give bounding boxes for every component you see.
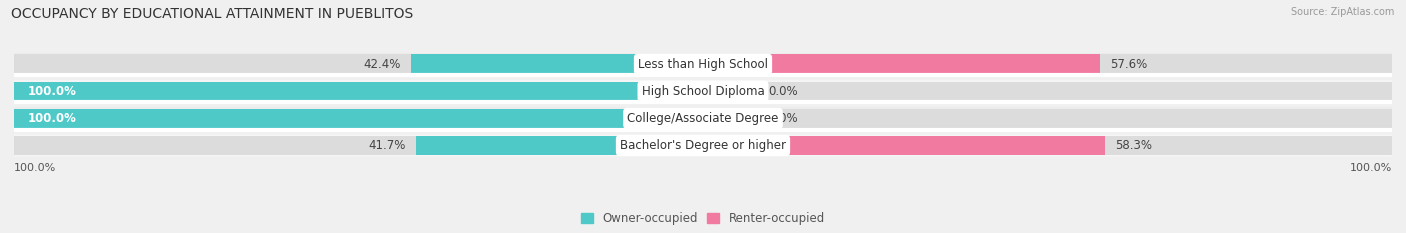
Text: OCCUPANCY BY EDUCATIONAL ATTAINMENT IN PUEBLITOS: OCCUPANCY BY EDUCATIONAL ATTAINMENT IN P… <box>11 7 413 21</box>
Text: Less than High School: Less than High School <box>638 58 768 71</box>
Bar <box>703 82 758 101</box>
Text: Bachelor's Degree or higher: Bachelor's Degree or higher <box>620 139 786 152</box>
Text: College/Associate Degree: College/Associate Degree <box>627 112 779 125</box>
Legend: Owner-occupied, Renter-occupied: Owner-occupied, Renter-occupied <box>576 207 830 230</box>
Bar <box>703 109 1392 128</box>
Bar <box>14 136 703 155</box>
Bar <box>703 55 1099 74</box>
Bar <box>703 109 758 128</box>
Text: 100.0%: 100.0% <box>28 112 77 125</box>
Bar <box>411 55 703 74</box>
Bar <box>703 136 1105 155</box>
Text: 41.7%: 41.7% <box>368 139 405 152</box>
Text: High School Diploma: High School Diploma <box>641 85 765 98</box>
Bar <box>14 82 703 101</box>
FancyBboxPatch shape <box>14 134 1392 157</box>
Text: 57.6%: 57.6% <box>1111 58 1147 71</box>
Bar <box>703 82 1392 101</box>
Bar <box>703 55 1392 74</box>
Bar <box>14 55 703 74</box>
Text: 100.0%: 100.0% <box>14 163 56 173</box>
Bar <box>14 109 703 128</box>
Text: 0.0%: 0.0% <box>769 85 799 98</box>
Bar <box>703 136 1392 155</box>
Bar <box>14 82 703 101</box>
Text: 0.0%: 0.0% <box>769 112 799 125</box>
FancyBboxPatch shape <box>14 80 1392 103</box>
Text: 42.4%: 42.4% <box>363 58 401 71</box>
Text: Source: ZipAtlas.com: Source: ZipAtlas.com <box>1291 7 1395 17</box>
Text: 100.0%: 100.0% <box>28 85 77 98</box>
Bar <box>416 136 703 155</box>
FancyBboxPatch shape <box>14 107 1392 130</box>
Bar <box>14 109 703 128</box>
Text: 100.0%: 100.0% <box>1350 163 1392 173</box>
FancyBboxPatch shape <box>14 53 1392 75</box>
Text: 58.3%: 58.3% <box>1115 139 1152 152</box>
